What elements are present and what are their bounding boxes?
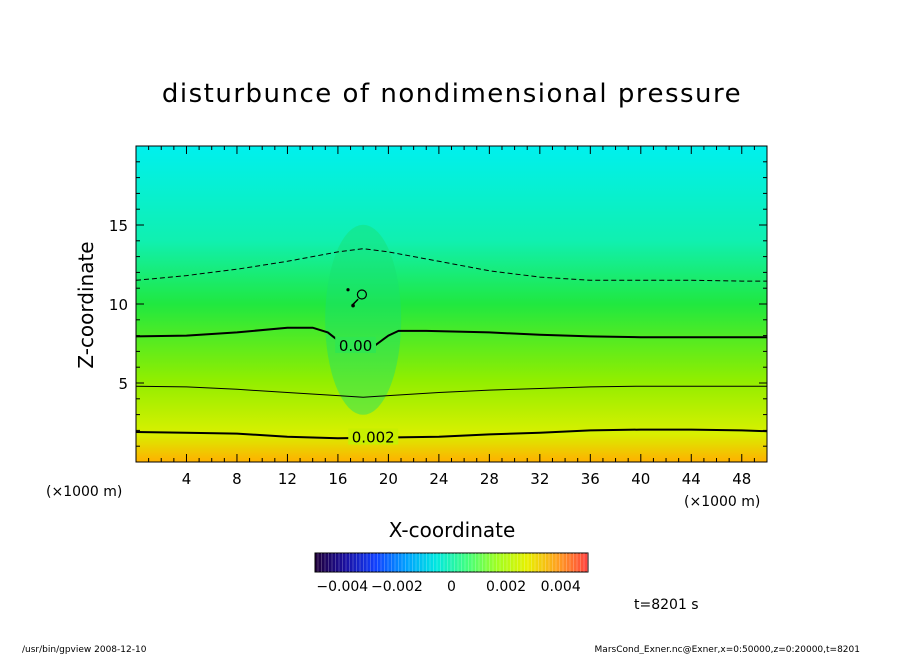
footer-left: /usr/bin/gpview 2008-12-10 [22,645,147,654]
central-plume [325,224,402,415]
contour-field [136,146,767,462]
contour-line-1 [136,385,767,398]
colorbar-tick-labels: −0.004 −0.002 0 0.002 0.004 [316,579,580,595]
colorbar [314,552,589,573]
x-tick-label: 16 [328,470,347,488]
colorbar-stripes [317,553,588,572]
contour-label-0: 0.002 [352,429,395,447]
contour-line-0 [136,428,767,440]
x-tick-label: 8 [232,470,242,488]
contour-line-3 [136,248,767,282]
contour-label-2: 0.00 [339,337,372,355]
small-contour-dot [346,288,350,292]
x-tick-label: 20 [379,470,398,488]
x-tick-label: 36 [581,470,600,488]
x-tick-label: 44 [682,470,701,488]
x-tick-labels: 4 8 12 16 20 24 28 32 36 40 44 48 [182,470,752,488]
x-axis-label: X-coordinate [389,518,516,542]
colorbar-tick-label: −0.004 [316,579,368,595]
y-tick-label: 5 [118,375,128,393]
y-tick-label: 15 [109,217,128,235]
y-tick-labels: 5 10 15 [109,217,128,393]
x-unit-left: (×1000 m) [46,484,122,500]
contour-labels: 0.002 0.00 [335,336,399,447]
axis-ticks [136,146,767,462]
contour-label-bg-2 [335,336,376,353]
y-tick-label: 10 [109,296,128,314]
y-axis-label: Z-coordinate [74,241,98,368]
colorbar-tick-label: −0.002 [371,579,423,595]
contour-lines [136,248,767,440]
colorbar-tick-label: 0 [447,579,456,595]
footer-right: MarsCond_Exner.nc@Exner,x=0:50000,z=0:20… [595,645,860,654]
small-contour-loop [356,289,367,300]
contour-label-bg-0 [348,428,399,445]
small-contour-dot-2 [351,303,355,308]
x-tick-label: 12 [278,470,297,488]
x-tick-label: 48 [732,470,751,488]
contour-line-2 [136,326,767,348]
x-unit-right: (×1000 m) [684,494,760,510]
x-tick-label: 4 [182,470,192,488]
small-contour-feature [346,288,367,308]
colorbar-tick-label: 0.002 [486,579,526,595]
x-tick-label: 28 [480,470,499,488]
x-tick-label: 32 [530,470,549,488]
x-tick-label: 40 [631,470,650,488]
time-label: t=8201 s [634,597,699,613]
colorbar-tick-label: 0.004 [541,579,581,595]
x-tick-label: 24 [429,470,448,488]
chart-title: disturbunce of nondimensional pressure [162,79,742,109]
